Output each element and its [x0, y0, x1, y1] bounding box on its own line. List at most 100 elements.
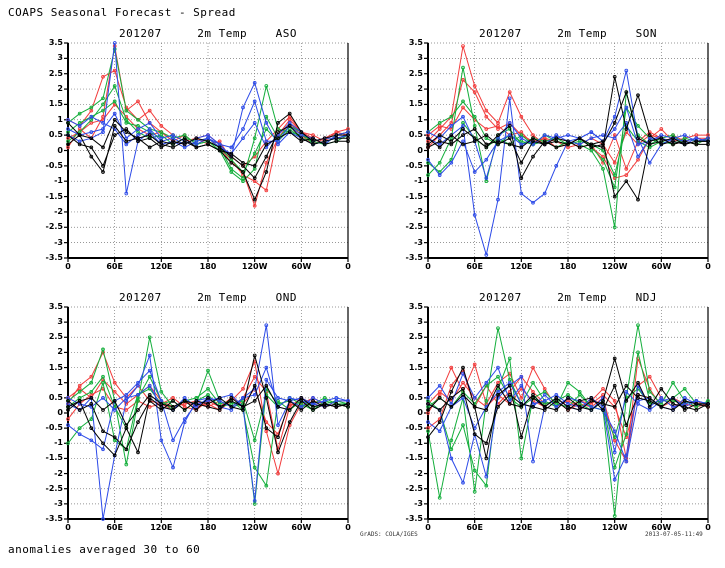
y-tick-label: 0 — [57, 145, 63, 155]
series-marker — [636, 124, 640, 128]
series-marker — [264, 121, 269, 125]
series-marker — [136, 408, 140, 412]
series-marker — [589, 130, 594, 134]
series-marker — [299, 139, 304, 144]
series-marker — [112, 435, 117, 440]
y-tick-label: 0.5 — [408, 392, 423, 402]
series-marker — [437, 139, 442, 144]
series-line — [67, 48, 349, 179]
series-marker — [101, 96, 105, 101]
series-marker — [194, 408, 199, 412]
series-marker — [671, 396, 675, 400]
series-line — [67, 99, 349, 148]
series-marker — [136, 99, 140, 104]
series-marker — [437, 429, 442, 434]
series-marker — [276, 121, 280, 125]
series-marker — [66, 417, 70, 421]
tick-marks — [424, 306, 709, 523]
series-marker — [112, 117, 117, 122]
series-marker — [461, 142, 465, 147]
y-tick-label: 3.5 — [408, 302, 423, 311]
series-marker — [496, 124, 500, 128]
series-marker — [89, 136, 94, 141]
series-marker — [647, 133, 652, 137]
series-marker — [496, 405, 500, 409]
series-marker — [589, 399, 594, 403]
series-marker — [136, 127, 140, 131]
series-marker — [426, 420, 430, 424]
series-line — [67, 125, 348, 179]
series-marker — [322, 142, 327, 147]
series-marker — [89, 402, 94, 406]
series-marker — [449, 456, 454, 461]
series-marker — [101, 127, 105, 131]
series-marker — [472, 468, 477, 473]
series-marker — [612, 514, 617, 518]
series-marker — [636, 136, 640, 141]
series-marker — [484, 399, 489, 403]
series-marker — [66, 142, 70, 147]
series-marker — [264, 323, 269, 328]
x-tick-label: 120E — [510, 523, 533, 532]
series-marker — [484, 157, 489, 162]
series-marker — [101, 74, 105, 79]
series-marker — [461, 44, 465, 48]
series-marker — [276, 423, 280, 427]
series-marker — [89, 374, 94, 379]
series-marker — [531, 459, 535, 464]
series-marker — [542, 392, 547, 397]
series-marker — [461, 423, 465, 427]
series-marker — [612, 173, 617, 177]
y-tick-label: 2 — [57, 347, 63, 357]
series-marker — [612, 429, 617, 434]
series-marker — [542, 142, 547, 147]
series-marker — [671, 136, 675, 141]
series-marker — [472, 114, 477, 119]
y-tick-label: -1.5 — [405, 191, 424, 201]
series-marker — [449, 405, 454, 409]
series-marker — [659, 127, 664, 131]
tick-marks — [424, 42, 709, 262]
y-tick-label: 3.5 — [408, 38, 423, 47]
y-tick-label: -1.5 — [405, 453, 424, 463]
series-marker — [276, 471, 280, 476]
series-marker — [647, 405, 652, 409]
series-marker — [241, 396, 245, 400]
series-marker — [264, 365, 269, 370]
series-marker — [77, 133, 82, 137]
y-tick-label: -2.5 — [45, 483, 64, 493]
x-tick-label: 120W — [241, 523, 268, 532]
series-marker — [264, 160, 269, 165]
y-tick-label: 3 — [57, 53, 63, 63]
series-marker — [659, 386, 664, 391]
y-tick-label: -2 — [414, 468, 423, 478]
series-marker — [89, 114, 94, 119]
series-marker — [89, 145, 94, 150]
series-marker — [252, 121, 257, 125]
series-marker — [346, 402, 350, 406]
series-marker — [264, 127, 269, 131]
series-marker — [112, 389, 117, 394]
series-marker — [77, 408, 82, 412]
y-tick-label: -3.5 — [405, 253, 424, 262]
series-marker — [276, 435, 280, 440]
series-marker — [124, 447, 129, 452]
series-marker — [66, 399, 70, 403]
y-tick-label: -3 — [54, 498, 63, 508]
x-tick-label: 0 — [345, 262, 351, 271]
series-marker — [89, 438, 94, 443]
series-marker — [311, 399, 315, 403]
series-marker — [112, 41, 117, 45]
series-marker — [647, 374, 652, 379]
series-marker — [461, 99, 465, 104]
series-marker — [449, 396, 454, 400]
series-marker — [612, 435, 617, 440]
y-tick-label: -3.5 — [45, 514, 64, 523]
series-marker — [426, 130, 430, 134]
series-marker — [671, 380, 675, 385]
series-marker — [112, 124, 117, 128]
x-tick-label: 60W — [291, 523, 312, 532]
series-marker — [229, 399, 234, 403]
series-marker — [229, 170, 234, 174]
series-marker — [612, 450, 617, 455]
